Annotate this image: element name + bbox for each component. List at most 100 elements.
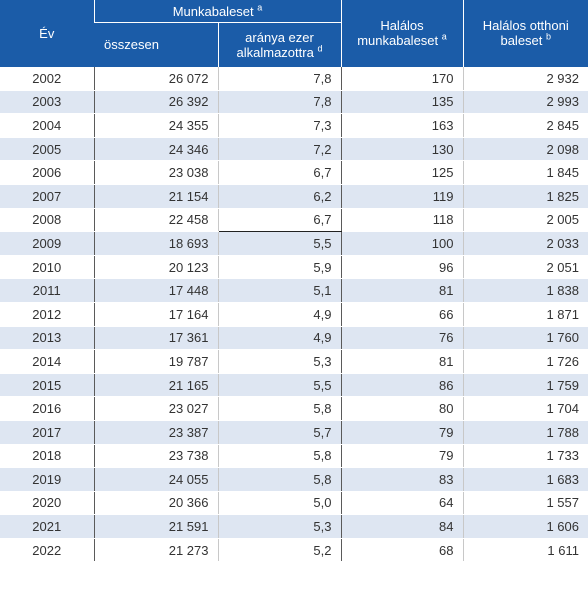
fatal-work-cell: 81 (340, 349, 463, 374)
fatal-work-cell: 130 (340, 137, 463, 162)
table-row: 2005 24 346 7,2 130 2 098 (0, 137, 588, 162)
rate-column-header: aránya ezer alkalmazottra d (217, 22, 341, 67)
year-cell: 2008 (0, 208, 94, 233)
fatal-work-cell: 118 (340, 208, 463, 233)
total-cell: 18 693 (93, 231, 218, 256)
year-cell: 2022 (0, 538, 94, 563)
total-cell: 21 154 (93, 184, 218, 209)
fatal-work-label-line1: Halálos (380, 18, 424, 33)
rate-cell: 7,8 (217, 66, 341, 91)
total-cell: 26 392 (93, 90, 218, 115)
table-row: 2007 21 154 6,2 119 1 825 (0, 184, 588, 209)
table-row: 2002 26 072 7,8 170 2 932 (0, 66, 588, 91)
fatal-home-cell: 1 733 (462, 444, 588, 469)
rate-cell: 5,8 (217, 467, 341, 492)
fatal-work-cell: 79 (340, 420, 463, 445)
fatal-work-cell: 135 (340, 90, 463, 115)
total-cell: 20 123 (93, 255, 218, 280)
rate-cell: 7,8 (217, 90, 341, 115)
year-cell: 2006 (0, 160, 94, 185)
rate-cell: 5,3 (217, 349, 341, 374)
fatal-work-cell: 96 (340, 255, 463, 280)
year-cell: 2010 (0, 255, 94, 280)
total-cell: 24 055 (93, 467, 218, 492)
fatal-home-cell: 1 845 (462, 160, 588, 185)
fatal-work-cell: 84 (340, 514, 463, 539)
fatal-home-cell: 2 033 (462, 231, 588, 256)
year-cell: 2018 (0, 444, 94, 469)
year-cell: 2014 (0, 349, 94, 374)
year-cell: 2017 (0, 420, 94, 445)
total-cell: 23 038 (93, 160, 218, 185)
table-row: 2017 23 387 5,7 79 1 788 (0, 420, 588, 445)
total-cell: 23 738 (93, 444, 218, 469)
year-cell: 2019 (0, 467, 94, 492)
rate-cell: 5,3 (217, 514, 341, 539)
fatal-home-cell: 1 726 (462, 349, 588, 374)
table-row: 2015 21 165 5,5 86 1 759 (0, 373, 588, 398)
fatal-home-cell: 1 760 (462, 326, 588, 351)
fatal-home-cell: 1 606 (462, 514, 588, 539)
fatal-home-cell: 2 005 (462, 208, 588, 233)
fatal-home-cell: 1 759 (462, 373, 588, 398)
total-column-header: összesen (94, 22, 218, 67)
fatal-work-footnote-mark: a (441, 31, 447, 42)
rate-cell: 5,5 (217, 231, 341, 256)
fatal-home-footnote-mark: b (546, 31, 552, 42)
fatal-home-cell: 2 051 (462, 255, 588, 280)
rate-cell: 4,9 (217, 302, 341, 327)
rate-cell: 5,1 (217, 278, 341, 303)
work-accident-footnote-mark: a (257, 2, 263, 13)
fatal-home-label-line2: baleset (500, 33, 543, 48)
year-cell: 2003 (0, 90, 94, 115)
rate-label-line2: alkalmazottra (236, 44, 314, 60)
rate-cell: 5,5 (217, 373, 341, 398)
year-cell: 2004 (0, 113, 94, 138)
table-row: 2022 21 273 5,2 68 1 611 (0, 538, 588, 563)
rate-cell: 7,3 (217, 113, 341, 138)
table-row: 2018 23 738 5,8 79 1 733 (0, 444, 588, 469)
table-row: 2010 20 123 5,9 96 2 051 (0, 255, 588, 280)
total-cell: 26 072 (93, 66, 218, 91)
fatal-work-accident-header: Halálos munkabaleset a (340, 0, 463, 67)
fatal-work-cell: 163 (340, 113, 463, 138)
fatal-work-label-line2: munkabaleset (357, 33, 439, 48)
rate-cell: 5,7 (217, 420, 341, 445)
fatal-home-accident-header: Halálos otthoni baleset b (462, 0, 588, 67)
rate-cell: 6,7 (217, 208, 341, 233)
fatal-work-cell: 64 (340, 491, 463, 516)
table-row: 2013 17 361 4,9 76 1 760 (0, 326, 588, 351)
year-cell: 2015 (0, 373, 94, 398)
total-cell: 17 361 (93, 326, 218, 351)
rate-cell: 4,9 (217, 326, 341, 351)
year-column-header: Év (0, 0, 94, 67)
fatal-home-cell: 1 825 (462, 184, 588, 209)
total-cell: 21 273 (93, 538, 218, 563)
fatal-work-cell: 119 (340, 184, 463, 209)
fatal-home-cell: 1 871 (462, 302, 588, 327)
table-row: 2016 23 027 5,8 80 1 704 (0, 396, 588, 421)
fatal-home-cell: 2 932 (462, 66, 588, 91)
rate-cell: 7,2 (217, 137, 341, 162)
rate-cell: 5,9 (217, 255, 341, 280)
year-cell: 2002 (0, 66, 94, 91)
header-row-sub: összesen aránya ezer alkalmazottra d (0, 22, 588, 67)
rate-footnote-mark: d (317, 43, 323, 54)
fatal-home-cell: 1 704 (462, 396, 588, 421)
total-cell: 23 027 (93, 396, 218, 421)
rate-cell: 5,8 (217, 396, 341, 421)
fatal-work-cell: 79 (340, 444, 463, 469)
table-body: 2002 26 072 7,8 170 2 932 2003 26 392 7,8 135 2 9… (0, 66, 588, 563)
year-cell: 2012 (0, 302, 94, 327)
fatal-home-cell: 1 838 (462, 278, 588, 303)
total-cell: 17 448 (93, 278, 218, 303)
total-cell: 21 591 (93, 514, 218, 539)
fatal-work-cell: 125 (340, 160, 463, 185)
total-cell: 24 355 (93, 113, 218, 138)
fatal-work-cell: 81 (340, 278, 463, 303)
total-cell: 22 458 (93, 208, 218, 233)
work-accident-group-header: Munkabaleset a (93, 0, 341, 23)
rate-cell: 6,7 (217, 160, 341, 185)
fatal-work-cell: 66 (340, 302, 463, 327)
year-cell: 2021 (0, 514, 94, 539)
